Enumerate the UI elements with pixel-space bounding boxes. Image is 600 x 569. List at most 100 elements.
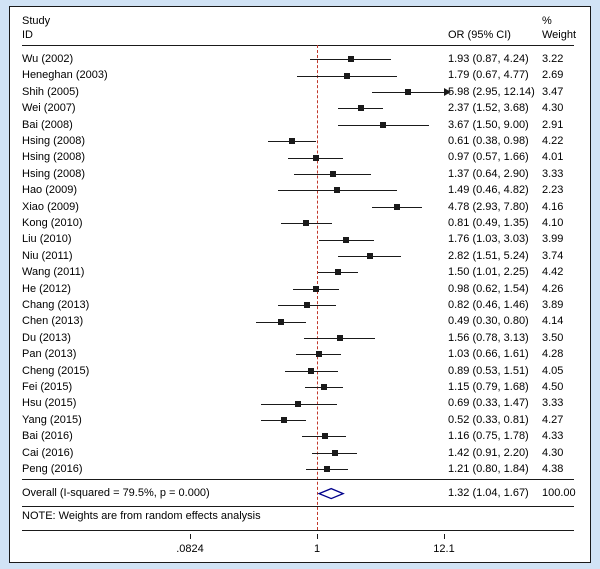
study-row: Hao (2009)1.49 (0.46, 4.82)2.23: [10, 182, 590, 198]
study-or: 1.37 (0.64, 2.90): [448, 166, 540, 182]
overall-label: Overall (I-squared = 79.5%, p = 0.000): [22, 485, 192, 501]
study-row: Du (2013) 1.56 (0.78, 3.13)3.50: [10, 330, 590, 346]
study-or: 1.93 (0.87, 4.24): [448, 51, 540, 67]
study-label: He (2012): [22, 281, 192, 297]
study-label: Pan (2013): [22, 346, 192, 362]
hr-after-overall: [22, 506, 574, 507]
study-label: Liu (2010): [22, 231, 192, 247]
study-weight: 4.50: [542, 379, 584, 395]
study-row: Hsing (2008) 1.37 (0.64, 2.90)3.33: [10, 166, 590, 182]
study-or: 0.49 (0.30, 0.80): [448, 313, 540, 329]
study-weight: 4.30: [542, 445, 584, 461]
study-or: 0.89 (0.53, 1.51): [448, 363, 540, 379]
study-weight: 3.50: [542, 330, 584, 346]
study-label: Bai (2016): [22, 428, 192, 444]
study-label: Cheng (2015): [22, 363, 192, 379]
study-row: Hsing (2008) 0.61 (0.38, 0.98)4.22: [10, 133, 590, 149]
study-or: 1.79 (0.67, 4.77): [448, 67, 540, 83]
study-row: Xiao (2009) 4.78 (2.93, 7.80)4.16: [10, 199, 590, 215]
study-weight: 3.89: [542, 297, 584, 313]
study-or: 2.82 (1.51, 5.24): [448, 248, 540, 264]
study-label: Xiao (2009): [22, 199, 192, 215]
study-weight: 4.16: [542, 199, 584, 215]
study-weight: 2.69: [542, 67, 584, 83]
study-weight: 3.33: [542, 166, 584, 182]
forest-plot-panel: Study % ID OR (95% CI) Weight Wu (2002)1…: [9, 6, 591, 563]
study-or: 3.67 (1.50, 9.00): [448, 117, 540, 133]
study-label: Yang (2015): [22, 412, 192, 428]
study-label: Bai (2008): [22, 117, 192, 133]
study-row: Wu (2002)1.93 (0.87, 4.24)3.22: [10, 51, 590, 67]
study-row: Heneghan (2003) 1.79 (0.67, 4.77)2.69: [10, 67, 590, 83]
axis-tick-label: 12.1: [433, 543, 454, 555]
study-or: 1.03 (0.66, 1.61): [448, 346, 540, 362]
study-row: Cai (2016)1.42 (0.91, 2.20)4.30: [10, 445, 590, 461]
study-label: Hao (2009): [22, 182, 192, 198]
study-or: 1.56 (0.78, 3.13): [448, 330, 540, 346]
study-label: Hsing (2008): [22, 149, 192, 165]
hr-after-studies: [22, 479, 574, 480]
study-weight: 4.26: [542, 281, 584, 297]
study-row: Niu (2011) 2.82 (1.51, 5.24)3.74: [10, 248, 590, 264]
study-label: Du (2013): [22, 330, 192, 346]
study-row: Shih (2005) 5.98 (2.95, 12.14)3.47: [10, 84, 590, 100]
axis-tick: [444, 534, 445, 539]
study-weight: 4.38: [542, 461, 584, 477]
header-study-2: ID: [22, 27, 192, 43]
study-row: Yang (2015) 0.52 (0.33, 0.81)4.27: [10, 412, 590, 428]
study-label: Wang (2011): [22, 264, 192, 280]
study-label: Hsing (2008): [22, 166, 192, 182]
study-row: Hsu (2015) 0.69 (0.33, 1.47)3.33: [10, 395, 590, 411]
study-or: 0.69 (0.33, 1.47): [448, 395, 540, 411]
header-weight-2: Weight: [542, 27, 584, 43]
study-row: Kong (2010) 0.81 (0.49, 1.35)4.10: [10, 215, 590, 231]
study-row: Peng (2016)1.21 (0.80, 1.84)4.38: [10, 461, 590, 477]
study-or: 5.98 (2.95, 12.14): [448, 84, 540, 100]
study-weight: 3.33: [542, 395, 584, 411]
study-label: Niu (2011): [22, 248, 192, 264]
study-or: 1.50 (1.01, 2.25): [448, 264, 540, 280]
study-or: 0.82 (0.46, 1.46): [448, 297, 540, 313]
axis-tick: [190, 534, 191, 539]
study-weight: 4.30: [542, 100, 584, 116]
study-label: Peng (2016): [22, 461, 192, 477]
study-row: Wang (2011) 1.50 (1.01, 2.25)4.42: [10, 264, 590, 280]
study-weight: 4.01: [542, 149, 584, 165]
study-or: 0.52 (0.33, 0.81): [448, 412, 540, 428]
overall-or: 1.32 (1.04, 1.67): [448, 485, 540, 501]
study-or: 0.81 (0.49, 1.35): [448, 215, 540, 231]
header-or: OR (95% CI): [448, 27, 540, 43]
overall-row: Overall (I-squared = 79.5%, p = 0.000) 1…: [10, 485, 590, 501]
study-weight: 4.10: [542, 215, 584, 231]
axis-tick: [317, 534, 318, 539]
study-label: Cai (2016): [22, 445, 192, 461]
study-label: Chang (2013): [22, 297, 192, 313]
study-or: 0.61 (0.38, 0.98): [448, 133, 540, 149]
x-axis: .0824112.1: [190, 534, 444, 564]
study-label: Kong (2010): [22, 215, 192, 231]
study-label: Hsing (2008): [22, 133, 192, 149]
study-weight: 4.42: [542, 264, 584, 280]
study-weight: 4.28: [542, 346, 584, 362]
study-weight: 3.74: [542, 248, 584, 264]
study-label: Hsu (2015): [22, 395, 192, 411]
study-weight: 3.47: [542, 84, 584, 100]
study-or: 2.37 (1.52, 3.68): [448, 100, 540, 116]
study-weight: 4.22: [542, 133, 584, 149]
study-weight: 4.27: [542, 412, 584, 428]
study-label: Heneghan (2003): [22, 67, 192, 83]
study-weight: 2.91: [542, 117, 584, 133]
study-row: Chen (2013)0.49 (0.30, 0.80)4.14: [10, 313, 590, 329]
axis-tick-label: 1: [314, 543, 320, 555]
study-weight: 4.33: [542, 428, 584, 444]
study-row: Hsing (2008) 0.97 (0.57, 1.66)4.01: [10, 149, 590, 165]
study-label: Shih (2005): [22, 84, 192, 100]
study-row: Bai (2008) 3.67 (1.50, 9.00)2.91: [10, 117, 590, 133]
study-or: 0.97 (0.57, 1.66): [448, 149, 540, 165]
overall-wt: 100.00: [542, 485, 584, 501]
study-weight: 4.05: [542, 363, 584, 379]
axis-tick-label: .0824: [176, 543, 204, 555]
study-or: 4.78 (2.93, 7.80): [448, 199, 540, 215]
study-row: Pan (2013) 1.03 (0.66, 1.61)4.28: [10, 346, 590, 362]
study-label: Wu (2002): [22, 51, 192, 67]
